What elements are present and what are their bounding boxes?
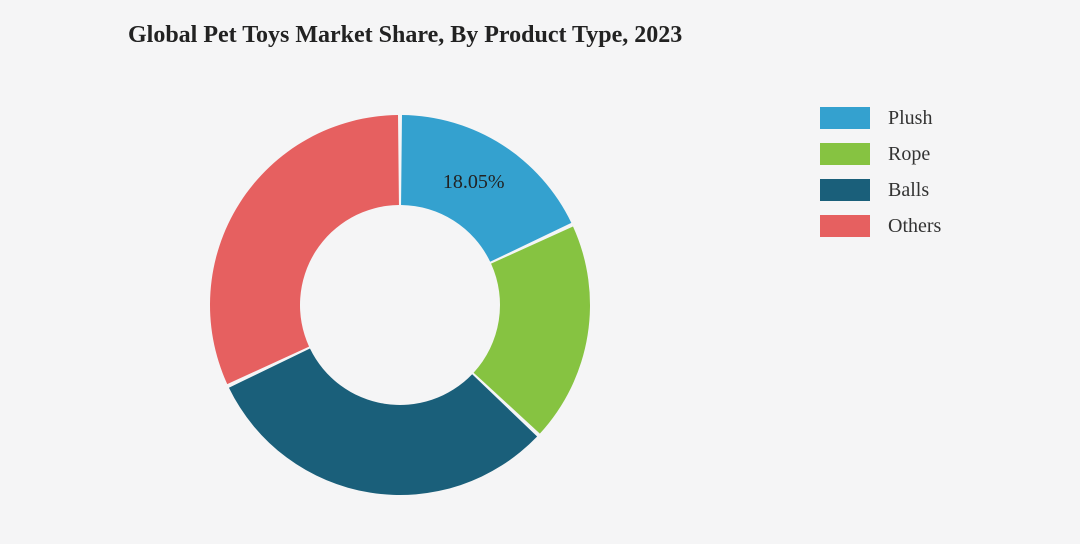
legend-item-others: Others xyxy=(820,208,1060,244)
legend-label-plush: Plush xyxy=(888,107,932,130)
slice-label-plush: 18.05% xyxy=(443,171,505,194)
legend-swatch-rope xyxy=(820,143,870,165)
slice-others xyxy=(210,115,399,384)
legend-swatch-balls xyxy=(820,179,870,201)
legend-item-rope: Rope xyxy=(820,136,1060,172)
legend-swatch-others xyxy=(820,215,870,237)
legend-label-rope: Rope xyxy=(888,143,930,166)
donut-svg xyxy=(150,60,650,544)
chart-container: Global Pet Toys Market Share, By Product… xyxy=(0,0,1080,544)
legend-item-balls: Balls xyxy=(820,172,1060,208)
legend-item-plush: Plush xyxy=(820,100,1060,136)
legend-label-balls: Balls xyxy=(888,179,929,202)
chart-title: Global Pet Toys Market Share, By Product… xyxy=(128,22,682,49)
donut-chart: 18.05% xyxy=(150,60,650,544)
legend: Plush Rope Balls Others xyxy=(820,100,1060,244)
legend-label-others: Others xyxy=(888,215,941,238)
legend-swatch-plush xyxy=(820,107,870,129)
